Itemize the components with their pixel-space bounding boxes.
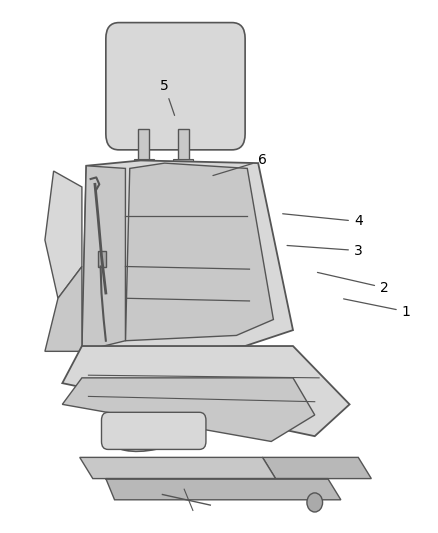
Bar (138, 128, 149, 166)
Polygon shape (262, 457, 371, 479)
Polygon shape (125, 163, 273, 341)
FancyBboxPatch shape (106, 22, 245, 150)
Polygon shape (82, 160, 293, 351)
Polygon shape (45, 171, 82, 298)
Bar (173, 159, 193, 168)
Text: 3: 3 (287, 244, 363, 257)
FancyBboxPatch shape (102, 413, 206, 449)
Circle shape (307, 493, 322, 512)
Bar (178, 128, 188, 166)
Text: 4: 4 (283, 214, 363, 229)
Bar (98, 251, 106, 266)
Polygon shape (80, 457, 276, 479)
Bar (134, 159, 154, 168)
Polygon shape (45, 266, 82, 351)
Text: 2: 2 (318, 272, 389, 295)
Polygon shape (62, 378, 315, 441)
Text: 6: 6 (213, 154, 267, 175)
Polygon shape (82, 166, 125, 351)
Text: 1: 1 (343, 299, 410, 319)
Polygon shape (106, 479, 341, 500)
Text: 5: 5 (160, 79, 175, 116)
Polygon shape (62, 346, 350, 436)
